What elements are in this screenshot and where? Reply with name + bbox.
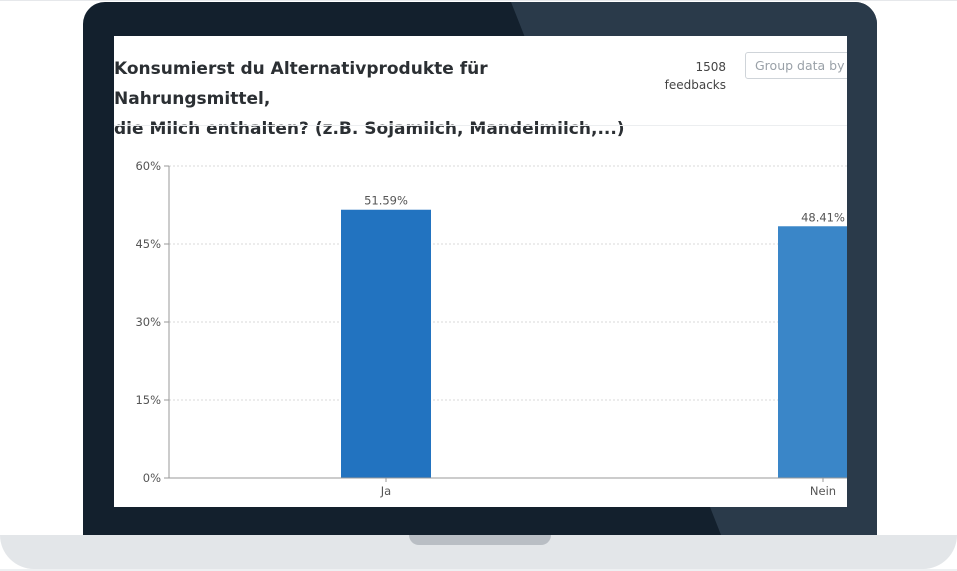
survey-screen: Konsumierst du Alternativprodukte für Na… bbox=[114, 36, 847, 507]
x-axis-labels: Ja Nein bbox=[380, 478, 836, 498]
question-title-line2: die Milch enthalten? (z.B. Sojamilch, Ma… bbox=[114, 119, 625, 139]
bar-value-label: 51.59% bbox=[364, 194, 408, 208]
bar bbox=[341, 209, 431, 478]
bar-chart: 0% 15% 30% 45% 60% 51.59% 48.41% Ja Nein bbox=[135, 159, 847, 498]
top-divider bbox=[0, 0, 957, 1]
feedback-count-label: feedbacks bbox=[664, 78, 726, 92]
y-tick-label: 15% bbox=[135, 393, 161, 407]
x-tick-label: Ja bbox=[380, 484, 391, 498]
question-title: Konsumierst du Alternativprodukte für Na… bbox=[114, 54, 644, 144]
bar bbox=[778, 226, 847, 478]
question-title-line1: Konsumierst du Alternativprodukte für Na… bbox=[114, 59, 488, 109]
bars: 51.59% 48.41% bbox=[341, 194, 847, 478]
y-tick-label: 30% bbox=[135, 315, 161, 329]
feedback-count: 1508 feedbacks bbox=[634, 58, 726, 94]
y-tick-label: 60% bbox=[135, 159, 161, 173]
laptop-base-notch bbox=[409, 535, 551, 545]
bottom-divider bbox=[0, 569, 957, 571]
group-data-by-placeholder: Group data by bbox=[755, 58, 845, 73]
x-tick-label: Nein bbox=[810, 484, 836, 498]
bar-value-label: 48.41% bbox=[801, 210, 845, 224]
y-tick-label: 0% bbox=[143, 471, 161, 485]
y-tick-label: 45% bbox=[135, 237, 161, 251]
gridlines bbox=[169, 165, 847, 401]
y-axis-ticks: 0% 15% 30% 45% 60% bbox=[135, 159, 169, 485]
group-data-by-select[interactable]: Group data by bbox=[745, 52, 847, 79]
header-divider bbox=[114, 125, 847, 126]
feedback-count-number: 1508 bbox=[695, 60, 726, 74]
